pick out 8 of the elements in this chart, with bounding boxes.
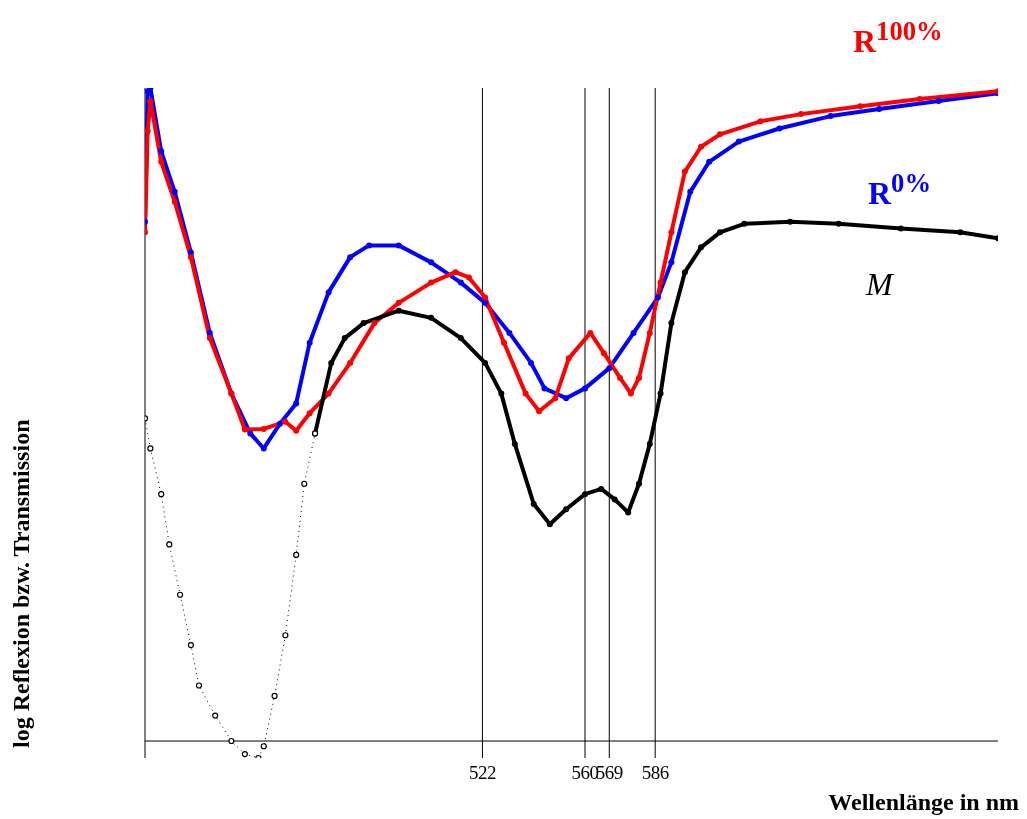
series-label: M [866,266,893,303]
x-axis-title: Wellenlänge in nm [828,789,1019,816]
x-tick-label: 586 [641,762,669,784]
series-label: R$^{100%}$ [853,16,943,60]
x-tick-label: 560 [571,762,599,784]
x-tick-label: 522 [468,762,496,784]
y-axis-title: log Reflexion bzw. Transmission [8,419,35,748]
series-label: R$^{0%}$ [868,168,932,212]
